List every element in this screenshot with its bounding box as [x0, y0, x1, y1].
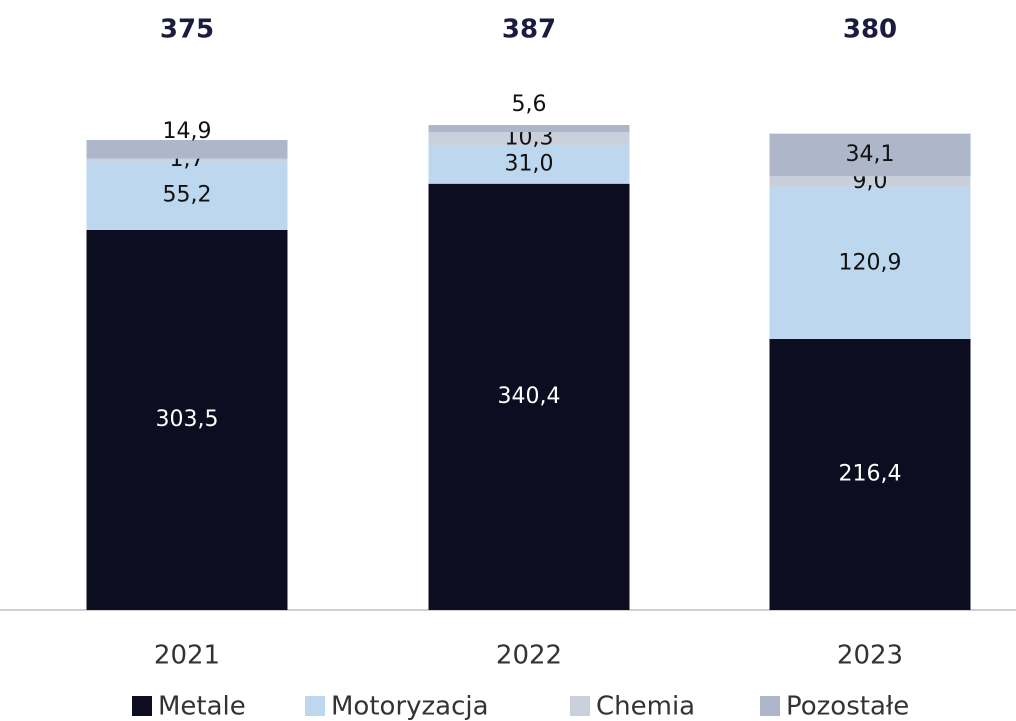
total-label: 380	[843, 15, 897, 45]
bar-segment	[769, 339, 971, 610]
value-label: 55,2	[163, 182, 212, 207]
legend-label: Chemia	[596, 692, 695, 721]
bar-segment	[86, 140, 288, 159]
value-label: 120,9	[839, 250, 902, 275]
x-tick-label: 2022	[496, 641, 562, 671]
legend-swatch	[132, 696, 152, 716]
legend-label: Metale	[158, 692, 246, 721]
bar-segment	[86, 229, 288, 610]
bar-segment	[86, 160, 288, 230]
x-tick-label: 2021	[154, 641, 220, 671]
bar-segment	[769, 133, 971, 177]
legend-label: Pozostałe	[786, 692, 909, 721]
bar-segment	[769, 187, 971, 340]
value-label: 5,6	[512, 92, 547, 117]
legend-label: Motoryzacja	[331, 692, 489, 721]
legend-swatch	[570, 696, 590, 716]
value-label: 14,9	[163, 119, 212, 144]
value-label: 31,0	[505, 151, 554, 176]
bar-segment	[428, 132, 630, 145]
total-label: 387	[502, 15, 556, 45]
value-label: 340,4	[498, 384, 561, 409]
bar-segment	[428, 144, 630, 184]
bar-segment	[86, 158, 288, 161]
bar-segment	[769, 176, 971, 188]
value-label: 34,1	[846, 142, 895, 167]
bar-segment	[428, 183, 630, 610]
legend-swatch	[760, 696, 780, 716]
total-label: 375	[160, 15, 214, 45]
x-tick-label: 2023	[837, 641, 903, 671]
value-label: 216,4	[839, 462, 902, 487]
legend-swatch	[305, 696, 325, 716]
value-label: 303,5	[156, 407, 219, 432]
bar-segment	[428, 125, 630, 133]
